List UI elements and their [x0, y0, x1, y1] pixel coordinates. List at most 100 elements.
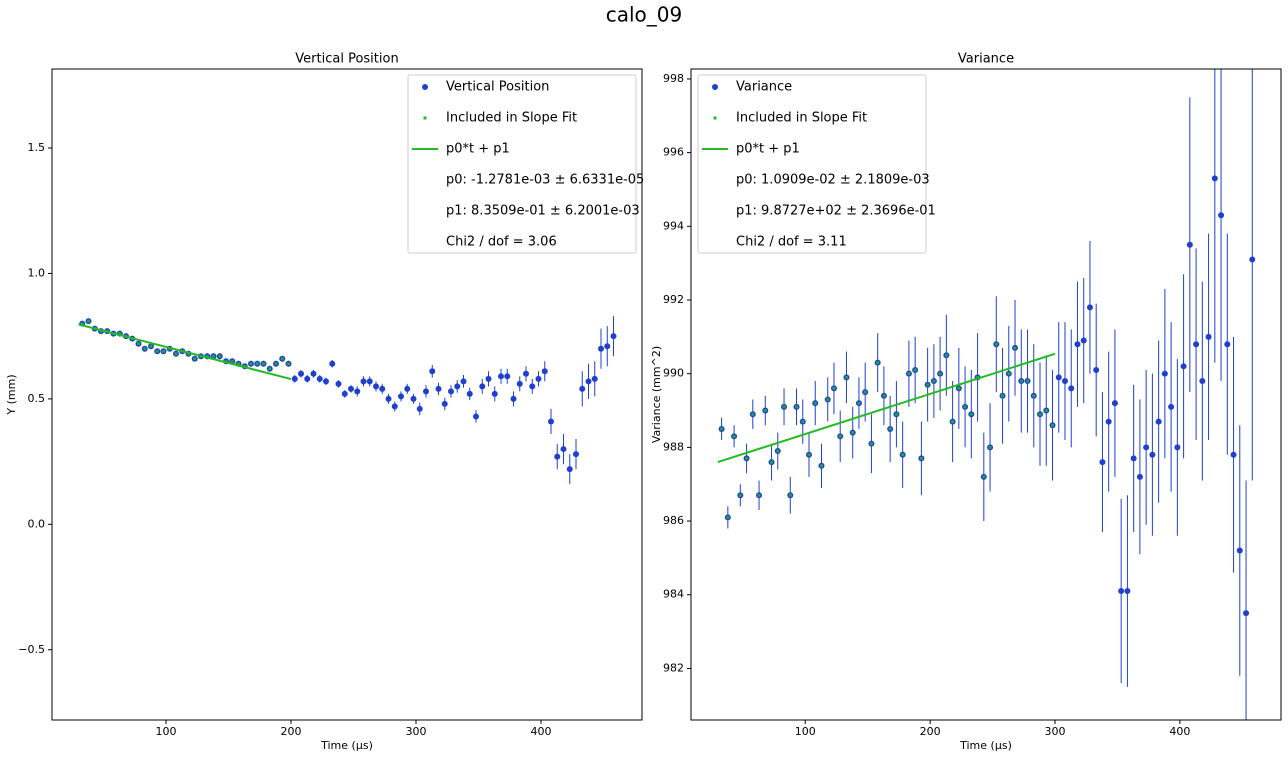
y-axis-label: Variance (mm^2)	[650, 346, 663, 443]
included-point	[782, 405, 786, 409]
included-point	[757, 493, 761, 497]
data-point	[291, 375, 298, 382]
included-point	[788, 493, 792, 497]
x-tick-label: 400	[1169, 725, 1190, 738]
data-point	[1186, 241, 1193, 248]
data-point	[510, 395, 517, 402]
data-point	[1055, 374, 1062, 381]
data-point	[491, 390, 498, 397]
data-point	[516, 380, 523, 387]
data-point	[354, 388, 361, 395]
data-point	[391, 403, 398, 410]
y-tick-label: 986	[663, 514, 684, 527]
data-point	[460, 378, 467, 385]
included-point	[969, 412, 973, 416]
included-point	[224, 359, 228, 363]
data-point	[598, 345, 604, 352]
included-point	[863, 390, 867, 394]
data-point	[573, 451, 579, 458]
included-point	[763, 409, 767, 413]
data-point	[1155, 418, 1162, 425]
included-point	[1001, 394, 1005, 398]
included-point	[876, 361, 880, 365]
included-point	[869, 442, 873, 446]
data-point	[404, 385, 411, 392]
data-point	[591, 375, 598, 382]
data-point	[541, 368, 548, 375]
y-tick-label: 984	[663, 588, 684, 601]
data-point	[585, 378, 592, 385]
y-tick-label: 996	[663, 146, 684, 159]
included-point	[262, 362, 265, 366]
data-point	[429, 368, 436, 375]
included-point	[118, 332, 122, 336]
included-point	[143, 347, 147, 351]
included-point	[938, 372, 942, 376]
data-point	[535, 375, 542, 382]
included-point	[751, 412, 755, 416]
data-point	[1224, 341, 1231, 348]
legend-note: p0: 1.0909e-02 ± 2.1809e-03	[736, 173, 930, 188]
legend-note: p1: 8.3509e-01 ± 6.2001e-03	[446, 204, 640, 219]
data-point	[466, 390, 473, 397]
data-point	[1136, 473, 1143, 480]
data-point	[604, 343, 611, 350]
included-point	[988, 445, 992, 449]
x-axis-label: Time (μs)	[320, 739, 373, 752]
included-point	[826, 397, 830, 401]
data-point	[1230, 451, 1237, 458]
included-point	[944, 353, 948, 357]
legend-marker	[712, 84, 718, 90]
y-tick-label: 1.5	[28, 141, 46, 154]
included-point	[1038, 412, 1042, 416]
y-tick-label: 982	[663, 661, 684, 674]
included-point	[287, 362, 290, 366]
included-point	[1013, 346, 1017, 350]
data-point	[1118, 588, 1125, 595]
data-point	[610, 333, 617, 340]
data-point	[1243, 610, 1250, 617]
legend: Vertical Position Included in Slope Fit p0…	[407, 74, 644, 254]
plot-area	[717, 69, 1256, 720]
data-point	[485, 375, 492, 382]
included-point	[205, 354, 209, 358]
included-point	[212, 354, 215, 358]
x-tick-label: 100	[156, 725, 177, 738]
legend-marker	[423, 116, 427, 120]
data-point	[1205, 333, 1212, 340]
data-point	[448, 388, 454, 395]
y-tick-label: 998	[663, 72, 684, 85]
data-point	[1093, 367, 1100, 373]
legend-marker	[713, 116, 717, 120]
data-point	[360, 378, 367, 385]
data-point	[566, 466, 573, 473]
y-tick-label: 988	[663, 440, 684, 453]
data-point	[1199, 378, 1206, 385]
data-point	[1074, 341, 1081, 348]
axes-frame	[690, 68, 1282, 721]
included-point	[732, 434, 736, 438]
x-tick-label: 100	[795, 725, 816, 738]
data-point	[454, 383, 461, 390]
included-point	[932, 379, 936, 383]
data-point	[298, 370, 304, 377]
data-point	[479, 383, 486, 390]
data-point	[523, 370, 529, 377]
data-point	[473, 413, 479, 420]
fit-line	[717, 352, 1056, 464]
included-point	[832, 386, 836, 390]
fit-line	[78, 323, 292, 381]
data-point	[341, 390, 348, 397]
axes-frame	[51, 68, 643, 721]
included-point	[851, 431, 855, 435]
legend-note: p0: -1.2781e-03 ± 6.6331e-05	[446, 173, 644, 188]
legend-label: Variance	[736, 80, 792, 95]
panel: Variance Time (μs) Variance (mm^2) 100 200 30…	[650, 52, 1282, 752]
included-point	[957, 386, 961, 390]
data-point	[1211, 175, 1218, 182]
data-point	[1193, 341, 1200, 348]
included-point	[795, 405, 799, 409]
legend-label: p0*t + p1	[736, 142, 800, 157]
included-point	[255, 362, 259, 366]
included-point	[807, 453, 811, 457]
